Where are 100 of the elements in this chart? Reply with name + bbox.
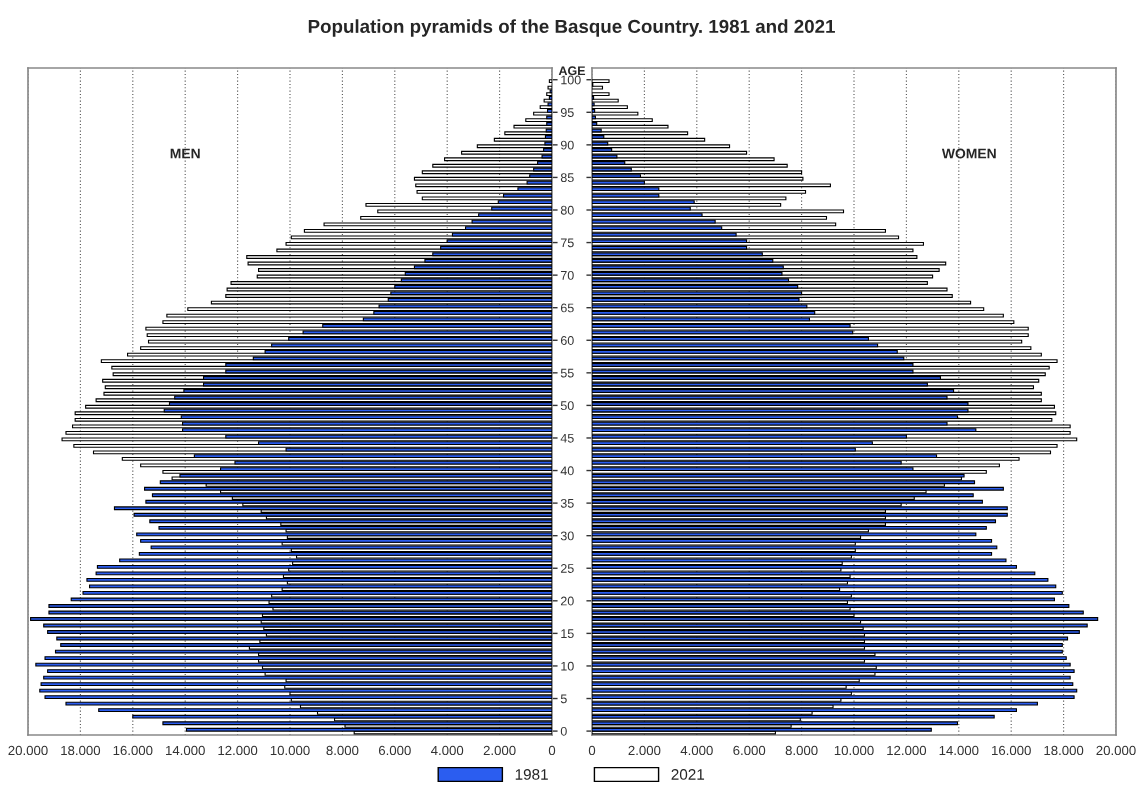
x-tick-label: 12.000 <box>887 745 927 756</box>
bar <box>89 584 552 589</box>
bar <box>592 525 987 530</box>
bar <box>136 532 552 537</box>
bar <box>303 228 552 233</box>
bar <box>543 98 552 103</box>
x-tick-label: 10.000 <box>834 745 874 756</box>
bar <box>230 281 552 285</box>
bar <box>592 662 1071 667</box>
y-tick-label: 70 <box>560 270 574 280</box>
x-tick-label: 18.000 <box>61 745 101 756</box>
bar <box>513 124 552 129</box>
bar <box>592 701 1038 706</box>
bar <box>43 675 552 680</box>
bar <box>592 183 831 188</box>
y-tick-label: 10 <box>561 661 574 671</box>
y-tick-label: 30 <box>560 531 574 541</box>
bar <box>444 157 552 162</box>
y-tick-label: 5 <box>560 694 567 704</box>
bar <box>493 137 552 142</box>
bar <box>421 170 552 175</box>
bar <box>149 519 552 524</box>
y-tick-label: 0 <box>560 726 567 736</box>
bar <box>86 577 552 582</box>
x-tick-label: 20.000 <box>8 745 48 756</box>
annotation: MEN <box>170 148 200 159</box>
bar <box>592 695 1075 700</box>
bar <box>592 124 669 129</box>
bar <box>592 708 1017 713</box>
bar <box>48 604 552 608</box>
bar <box>592 669 1075 674</box>
y-tick-label: 50 <box>560 401 574 411</box>
bar <box>592 215 828 220</box>
bar <box>592 170 803 175</box>
bar <box>548 79 552 84</box>
bar <box>162 320 552 325</box>
annotation: WOMEN <box>941 148 996 159</box>
bar <box>592 604 1070 608</box>
bar <box>416 189 552 194</box>
bar <box>592 111 639 116</box>
bar <box>539 105 552 110</box>
bar <box>592 255 918 259</box>
bar <box>592 714 995 719</box>
bar <box>592 98 619 103</box>
bar <box>547 85 552 90</box>
y-axis-title: AGE <box>558 66 586 76</box>
bar <box>44 695 552 700</box>
bar <box>592 727 932 732</box>
bar <box>432 163 552 168</box>
x-tick-label: 14.000 <box>166 745 205 756</box>
bar <box>592 532 977 537</box>
y-tick-label: 100 <box>561 75 581 85</box>
bar <box>592 643 1063 647</box>
bar <box>592 137 706 142</box>
bar <box>360 215 552 220</box>
bar <box>43 623 552 628</box>
bar <box>592 105 628 110</box>
bar <box>119 558 552 563</box>
chart-title: Population pyramids of the Basque Country. 1981 and 2021 <box>308 19 835 37</box>
y-tick-label: 15 <box>561 629 574 639</box>
bar <box>592 597 1055 602</box>
bar <box>48 610 552 615</box>
bar <box>592 564 1017 569</box>
bar <box>592 176 804 181</box>
x-tick-label: 6.000 <box>378 745 411 756</box>
x-tick-label: 10.000 <box>270 745 310 756</box>
bar <box>592 512 1008 517</box>
bar <box>592 584 1057 589</box>
bar <box>158 525 552 530</box>
x-tick-label: 0 <box>588 745 596 756</box>
bar <box>592 150 748 155</box>
bar <box>413 176 552 181</box>
bar <box>592 571 1036 576</box>
x-tick-label: 0 <box>548 745 556 756</box>
y-tick-label: 45 <box>560 433 574 443</box>
x-tick-label: 18.000 <box>1044 745 1084 756</box>
bar <box>592 92 610 97</box>
bar <box>461 150 552 155</box>
y-tick-label: 75 <box>560 238 574 248</box>
bar <box>592 688 1078 693</box>
y-tick-label: 65 <box>560 303 574 313</box>
bar <box>592 189 807 194</box>
x-tick-label: 16.000 <box>113 745 153 756</box>
bar <box>415 183 552 188</box>
bar <box>592 163 788 168</box>
bar <box>592 649 1063 654</box>
x-tick-label: 4.000 <box>680 745 713 756</box>
x-tick-label: 16.000 <box>992 745 1031 756</box>
bar <box>140 538 552 543</box>
x-tick-label: 6.000 <box>733 745 766 756</box>
bar <box>65 701 552 706</box>
x-tick-label: 12.000 <box>218 745 258 756</box>
bar <box>82 591 552 595</box>
bar <box>47 669 552 674</box>
bar <box>592 545 998 550</box>
x-tick-label: 20.000 <box>1096 745 1136 756</box>
bar <box>592 617 1099 621</box>
bar <box>138 551 552 556</box>
bar <box>592 480 976 485</box>
bar <box>285 242 552 246</box>
